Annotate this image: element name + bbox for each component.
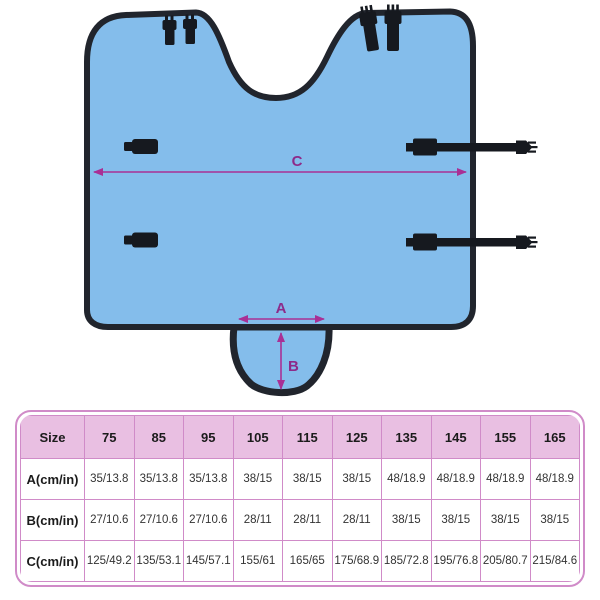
right-side-strap-1 — [406, 138, 538, 156]
cell-c-95: 145/57.1 — [183, 540, 234, 582]
top-left-clip-strap-1 — [162, 15, 177, 45]
left-side-buckle-2 — [124, 232, 158, 248]
cell-a-115: 38/15 — [282, 458, 333, 500]
cell-a-125: 38/15 — [331, 458, 382, 500]
dimension-label-b: B — [288, 358, 299, 375]
cell-c-155: 205/80.7 — [480, 540, 531, 582]
dimension-label-c: C — [292, 153, 303, 170]
cell-a-95: 35/13.8 — [183, 458, 234, 500]
row-label-b: B(cm/in) — [20, 499, 85, 541]
cell-b-155: 38/15 — [480, 499, 531, 541]
size-header-75: 75 — [84, 415, 135, 459]
size-header-105: 105 — [232, 415, 283, 459]
cell-c-125: 175/68.9 — [331, 540, 382, 582]
table-row-dimension-c: C(cm/in) 125/49.2 135/53.1 145/57.1 155/… — [20, 540, 580, 582]
cell-c-105: 155/61 — [232, 540, 283, 582]
dimension-label-a: A — [276, 300, 287, 317]
size-chart: Size 75 85 95 105 115 125 135 145 155 16… — [15, 410, 585, 587]
cell-a-135: 48/18.9 — [381, 458, 432, 500]
size-header-115: 115 — [282, 415, 333, 459]
dimension-annotations: C A B — [93, 153, 467, 390]
cell-c-145: 195/76.8 — [430, 540, 481, 582]
blanket-body-shape — [84, 8, 476, 330]
cell-c-85: 135/53.1 — [133, 540, 184, 582]
top-left-clip-strap-2 — [183, 14, 197, 44]
row-label-c: C(cm/in) — [20, 540, 85, 582]
buckle-straps-group — [124, 4, 538, 251]
cell-a-165: 48/18.9 — [529, 458, 580, 500]
cell-a-105: 38/15 — [232, 458, 283, 500]
cell-c-75: 125/49.2 — [84, 540, 135, 582]
size-chart-inner: Size 75 85 95 105 115 125 135 145 155 16… — [20, 415, 580, 582]
size-header-135: 135 — [381, 415, 432, 459]
top-right-buckle-strap-1 — [359, 4, 379, 52]
cell-b-145: 38/15 — [430, 499, 481, 541]
cell-c-135: 185/72.8 — [381, 540, 432, 582]
blanket-diagram-svg: C A B — [84, 4, 538, 396]
cell-b-75: 27/10.6 — [84, 499, 135, 541]
size-header-155: 155 — [480, 415, 531, 459]
size-table-header-row: Size 75 85 95 105 115 125 135 145 155 16… — [20, 415, 580, 459]
table-row-dimension-b: B(cm/in) 27/10.6 27/10.6 27/10.6 28/11 2… — [20, 499, 580, 541]
cell-b-125: 28/11 — [331, 499, 382, 541]
cell-a-85: 35/13.8 — [133, 458, 184, 500]
size-header-95: 95 — [183, 415, 234, 459]
cell-a-75: 35/13.8 — [84, 458, 135, 500]
top-right-buckle-strap-2 — [384, 4, 402, 51]
right-side-strap-2 — [406, 233, 538, 251]
table-row-dimension-a: A(cm/in) 35/13.8 35/13.8 35/13.8 38/15 3… — [20, 458, 580, 500]
size-header-145: 145 — [430, 415, 481, 459]
size-header-125: 125 — [331, 415, 382, 459]
cell-c-115: 165/65 — [282, 540, 333, 582]
size-header-165: 165 — [529, 415, 580, 459]
product-diagram: C A B — [84, 4, 538, 396]
cell-a-145: 48/18.9 — [430, 458, 481, 500]
left-side-buckle-1 — [124, 139, 158, 154]
cell-b-115: 28/11 — [282, 499, 333, 541]
size-table: Size 75 85 95 105 115 125 135 145 155 16… — [20, 415, 580, 582]
size-col-header: Size — [20, 415, 85, 459]
cell-b-105: 28/11 — [232, 499, 283, 541]
cell-c-165: 215/84.6 — [529, 540, 580, 582]
cell-b-165: 38/15 — [529, 499, 580, 541]
cell-b-95: 27/10.6 — [183, 499, 234, 541]
size-header-85: 85 — [133, 415, 184, 459]
cell-b-85: 27/10.6 — [133, 499, 184, 541]
cell-a-155: 48/18.9 — [480, 458, 531, 500]
row-label-a: A(cm/in) — [20, 458, 85, 500]
cell-b-135: 38/15 — [381, 499, 432, 541]
